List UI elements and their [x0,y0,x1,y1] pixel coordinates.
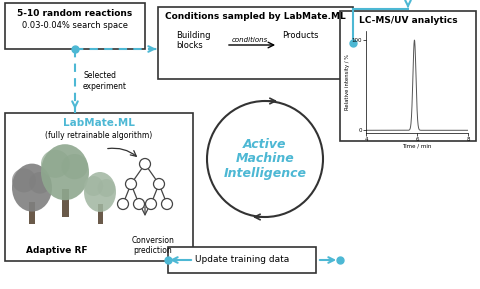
Ellipse shape [84,172,116,212]
Circle shape [133,199,144,210]
X-axis label: Time / min: Time / min [402,144,432,149]
Text: LC-MS/UV analytics: LC-MS/UV analytics [359,16,457,25]
Circle shape [140,158,151,170]
Ellipse shape [12,168,36,192]
Text: Conditions sampled by LabMate.ML: Conditions sampled by LabMate.ML [165,12,346,21]
Circle shape [118,199,129,210]
Text: (fully retrainable algorithm): (fully retrainable algorithm) [46,131,153,140]
Text: 5-10 random reactions: 5-10 random reactions [17,9,132,18]
Ellipse shape [12,164,52,212]
FancyBboxPatch shape [340,11,476,141]
Ellipse shape [61,154,88,179]
Text: Adaptive RF: Adaptive RF [26,246,88,255]
Ellipse shape [41,144,89,200]
FancyBboxPatch shape [168,247,316,273]
FancyBboxPatch shape [158,7,353,79]
Bar [29,202,35,224]
Y-axis label: Relative intensity / %: Relative intensity / % [345,54,350,110]
Bar [97,204,103,224]
Ellipse shape [84,176,103,196]
Circle shape [145,199,156,210]
Circle shape [125,179,136,190]
Ellipse shape [97,179,115,197]
Bar [61,189,69,217]
Ellipse shape [41,150,70,178]
Text: Selected
experiment: Selected experiment [83,71,127,91]
Text: Machine: Machine [236,153,294,166]
Text: Active: Active [243,138,287,151]
Circle shape [154,179,165,190]
Text: Products: Products [282,31,319,40]
Ellipse shape [29,172,51,194]
FancyBboxPatch shape [5,113,193,261]
Text: conditions: conditions [232,37,268,43]
Text: 0.03-0.04% search space: 0.03-0.04% search space [22,21,128,30]
Text: Intelligence: Intelligence [224,168,307,181]
Text: Building
blocks: Building blocks [176,31,211,50]
Text: Update training data: Update training data [195,255,289,264]
Circle shape [161,199,172,210]
FancyBboxPatch shape [5,3,145,49]
Text: Conversion
prediction: Conversion prediction [132,236,174,255]
Text: LabMate.ML: LabMate.ML [63,118,135,128]
